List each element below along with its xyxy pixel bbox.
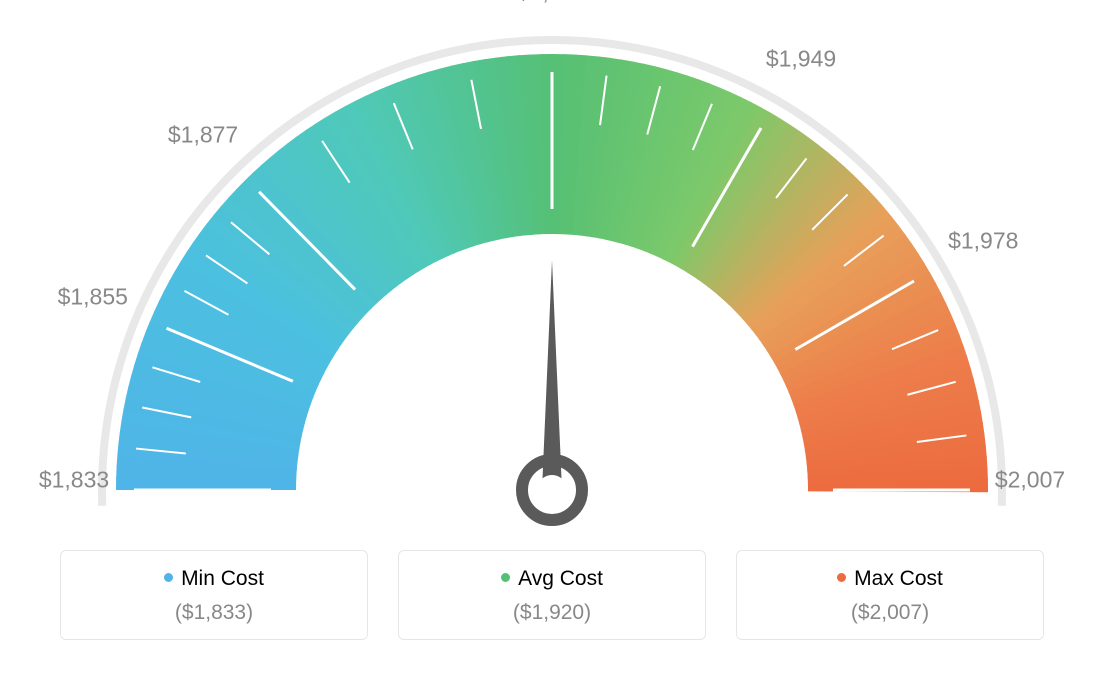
legend-box-min: Min Cost ($1,833) (60, 550, 368, 640)
legend-avg-title: Avg Cost (399, 567, 705, 591)
legend-max-title: Max Cost (737, 567, 1043, 591)
legend-avg-value: ($1,920) (399, 601, 705, 625)
gauge-chart: $1,833 $1,855 $1,877 $1,920 $1,949 $1,978 $2,0… (0, 0, 1104, 540)
dot-icon (501, 573, 510, 582)
legend-max-label: Max Cost (854, 567, 943, 590)
gauge-tick-label: $1,833 (39, 467, 109, 494)
gauge-svg (0, 0, 1104, 540)
legend-max-value: ($2,007) (737, 601, 1043, 625)
legend-avg-label: Avg Cost (518, 567, 603, 590)
legend-box-avg: Avg Cost ($1,920) (398, 550, 706, 640)
gauge-tick-label: $1,855 (58, 284, 128, 311)
dot-icon (164, 573, 173, 582)
legend-box-max: Max Cost ($2,007) (736, 550, 1044, 640)
gauge-tick-label: $1,877 (168, 121, 238, 148)
legend-min-title: Min Cost (61, 567, 367, 591)
legend-min-value: ($1,833) (61, 601, 367, 625)
legend-row: Min Cost ($1,833) Avg Cost ($1,920) Max … (0, 550, 1104, 640)
legend-min-label: Min Cost (181, 567, 264, 590)
gauge-tick-label: $1,978 (948, 228, 1018, 255)
gauge-tick-label: $1,920 (517, 0, 587, 6)
gauge-tick-label: $2,007 (995, 467, 1065, 494)
dot-icon (837, 573, 846, 582)
gauge-tick-label: $1,949 (766, 45, 836, 72)
